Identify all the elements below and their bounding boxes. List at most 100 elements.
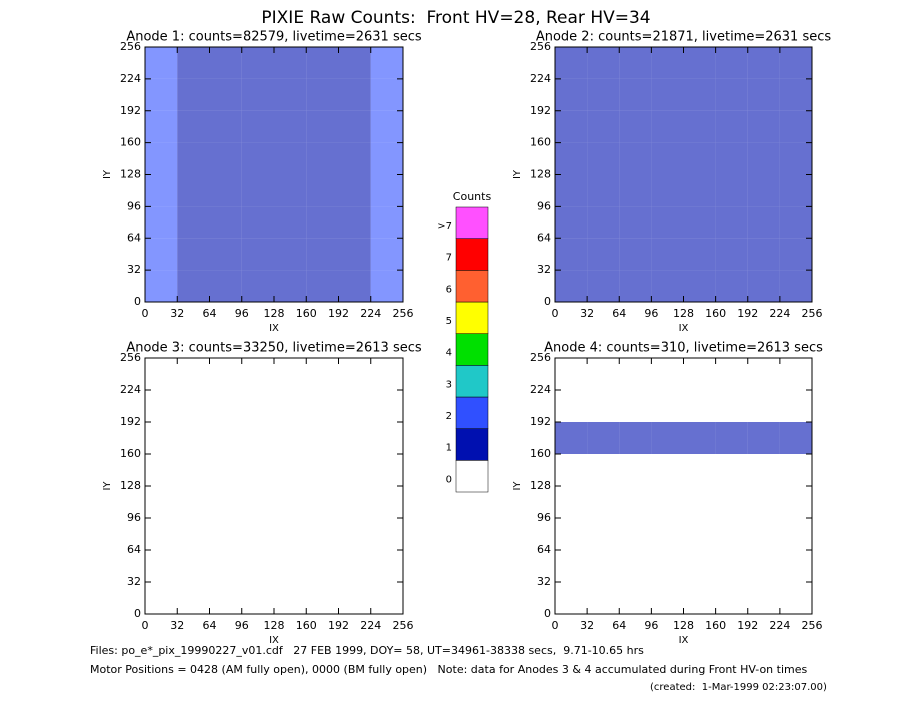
heat-cell	[779, 47, 812, 79]
heat-cell	[747, 142, 780, 175]
heat-cell	[145, 47, 178, 79]
y-tick-label: 224	[530, 383, 551, 396]
heat-cell	[683, 206, 716, 239]
plot-frame	[144, 357, 404, 615]
y-tick-label: 160	[120, 136, 141, 149]
heat-cell	[715, 270, 748, 302]
heat-cell	[370, 206, 403, 239]
heat-cell	[555, 206, 588, 239]
heat-cell	[555, 270, 588, 302]
colorbar-label: 3	[446, 379, 452, 390]
panel-title: Anode 4: counts=310, livetime=2613 secs	[544, 341, 823, 356]
heat-cell	[241, 110, 274, 143]
x-tick-label: 32	[580, 619, 594, 632]
heat-cell	[715, 110, 748, 143]
heat-cell	[370, 174, 403, 207]
heat-cell	[177, 174, 210, 207]
heat-cell	[715, 47, 748, 79]
colorbar-cell	[455, 365, 489, 398]
heat-cell	[715, 174, 748, 207]
heat-cell	[274, 206, 307, 239]
colorbar-label: 4	[446, 348, 452, 359]
heat-cell	[274, 270, 307, 302]
heat-cell	[651, 78, 684, 111]
heat-cell	[587, 110, 620, 143]
heat-cell	[747, 270, 780, 302]
heat-cell	[779, 270, 812, 302]
heat-cell	[715, 142, 748, 175]
heat-cell	[145, 174, 178, 207]
y-tick-label: 64	[127, 543, 141, 556]
x-tick-label: 32	[170, 307, 184, 320]
y-tick-label: 160	[530, 136, 551, 149]
y-tick-label: 192	[530, 104, 551, 117]
heat-cell	[651, 270, 684, 302]
heat-cell	[555, 238, 588, 271]
heat-cell	[619, 174, 652, 207]
heat-cell	[715, 206, 748, 239]
heat-cell	[177, 270, 210, 302]
heat-cell	[209, 110, 242, 143]
heat-cell	[779, 238, 812, 271]
y-tick-label: 64	[537, 231, 551, 244]
heat-cell	[338, 78, 371, 111]
heat-cell	[651, 110, 684, 143]
panel-title: Anode 2: counts=21871, livetime=2631 sec…	[536, 30, 832, 45]
colorbar-cell	[455, 301, 489, 334]
heat-cell	[274, 142, 307, 175]
page-title: PIXIE Raw Counts: Front HV=28, Rear HV=3…	[261, 8, 650, 28]
heat-cell	[683, 78, 716, 111]
heat-cell	[747, 47, 780, 79]
panel-title: Anode 1: counts=82579, livetime=2631 sec…	[126, 30, 422, 45]
plot-frame	[554, 357, 813, 615]
x-tick-label: 32	[580, 307, 594, 320]
heat-cell	[747, 174, 780, 207]
heat-cell	[779, 422, 812, 454]
y-tick-label: 160	[120, 447, 141, 460]
heat-cell	[306, 270, 339, 302]
heat-cell	[619, 110, 652, 143]
heat-cell	[241, 47, 274, 79]
heat-cell	[619, 206, 652, 239]
heat-cell	[651, 238, 684, 271]
heat-cell	[370, 78, 403, 111]
heat-cell	[683, 422, 716, 454]
heat-cell	[555, 78, 588, 111]
x-axis-label: IX	[269, 323, 279, 334]
heat-cell	[619, 78, 652, 111]
heat-cell	[370, 47, 403, 79]
heat-cell	[209, 78, 242, 111]
y-tick-label: 128	[120, 168, 141, 181]
x-tick-label: 0	[552, 307, 559, 320]
y-tick-label: 192	[120, 104, 141, 117]
x-tick-label: 128	[673, 307, 694, 320]
heat-cell	[651, 142, 684, 175]
heat-cell	[145, 270, 178, 302]
heat-cell	[145, 238, 178, 271]
x-tick-label: 256	[393, 307, 414, 320]
heat-cell	[587, 270, 620, 302]
colorbar-label: 6	[446, 284, 452, 295]
x-tick-label: 0	[552, 619, 559, 632]
heat-cell	[683, 142, 716, 175]
footer-note: (created: 1-Mar-1999 02:23:07.00)	[650, 682, 827, 693]
heat-cell	[779, 78, 812, 111]
heat-cell	[209, 142, 242, 175]
colorbar-label: 2	[446, 411, 452, 422]
heat-cell	[338, 206, 371, 239]
heat-cell	[370, 238, 403, 271]
x-tick-label: 256	[802, 307, 823, 320]
colorbar-title: Counts	[453, 190, 492, 203]
y-tick-label: 32	[537, 575, 551, 588]
heat-cell	[177, 142, 210, 175]
y-tick-label: 128	[120, 479, 141, 492]
heat-cell	[619, 47, 652, 79]
heat-cell	[338, 110, 371, 143]
colorbar-label: 5	[446, 316, 452, 327]
heat-cell	[274, 110, 307, 143]
heat-cell	[683, 238, 716, 271]
y-tick-label: 96	[537, 511, 551, 524]
heat-cell	[747, 206, 780, 239]
y-tick-label: 96	[537, 199, 551, 212]
